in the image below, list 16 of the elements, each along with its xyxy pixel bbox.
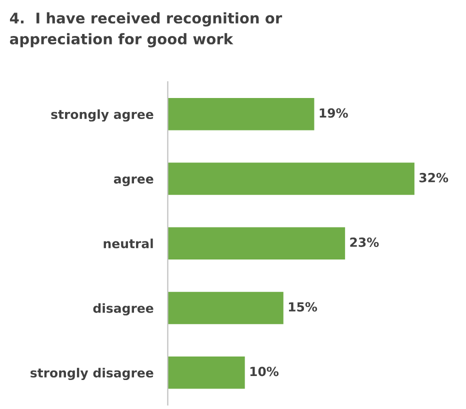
- data-label: 10%: [250, 366, 279, 376]
- bar: [168, 356, 245, 389]
- y-tick-label: disagree: [93, 303, 154, 316]
- y-tick-label: neutral: [104, 238, 153, 248]
- data-label: 32%: [419, 172, 448, 182]
- y-tick-label: strongly agree: [51, 109, 154, 122]
- chart-title: 4. I have received recognition or appreciation for good work: [10, 12, 282, 48]
- data-label: 15%: [288, 302, 318, 312]
- y-tick-label: agree: [114, 176, 154, 186]
- bar: [168, 162, 414, 195]
- data-label: 23%: [350, 238, 379, 247]
- y-tick-label: strongly disagree: [30, 368, 154, 380]
- bar: [168, 292, 284, 324]
- bar: [168, 98, 314, 130]
- data-label: 19%: [320, 108, 348, 118]
- bar: [168, 227, 346, 260]
